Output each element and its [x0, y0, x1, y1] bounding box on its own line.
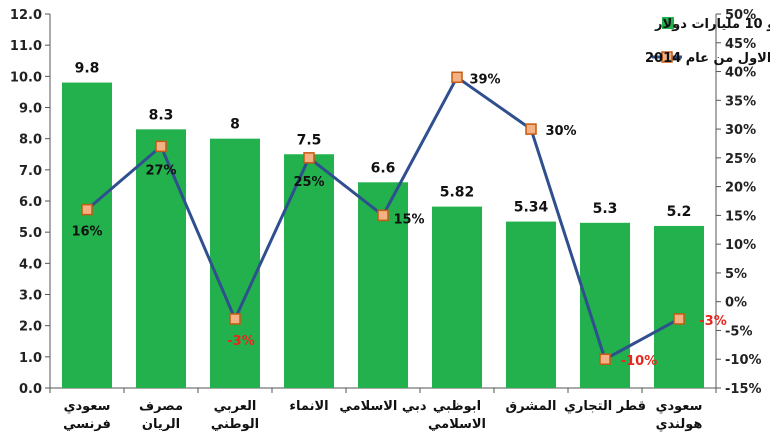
- bar-value-label: 9.8: [75, 61, 100, 77]
- bar: [506, 221, 556, 388]
- performance-value-label: 30%: [545, 124, 576, 139]
- y-right-tick-label: 40%: [725, 66, 756, 81]
- y-right-tick-label: 25%: [725, 152, 756, 167]
- bar-value-label: 5.3: [593, 201, 618, 217]
- x-category-label: ابوظبي: [433, 399, 481, 414]
- x-category-label: الانماء: [289, 399, 328, 414]
- x-category-label: الوطني: [211, 417, 259, 432]
- y-left-tick-label: 2.0: [19, 320, 42, 335]
- x-category-label: المشرق: [506, 399, 557, 414]
- y-left-tick-label: 1.0: [19, 351, 42, 366]
- bar-value-label: 8.3: [149, 107, 174, 123]
- y-left-tick-label: 8.0: [19, 133, 42, 148]
- y-left-tick-label: 7.0: [19, 164, 42, 179]
- y-left-tick-label: 6.0: [19, 195, 42, 210]
- y-right-tick-label: 10%: [725, 238, 756, 253]
- performance-value-label: 25%: [293, 175, 324, 190]
- bar-value-label: 5.2: [667, 204, 692, 220]
- y-right-tick-label: -15%: [725, 382, 762, 397]
- bar-value-label: 5.82: [440, 185, 475, 201]
- x-category-label: فرنسي: [63, 417, 111, 432]
- bar: [62, 82, 112, 389]
- bar: [136, 129, 186, 389]
- performance-value-label: 27%: [145, 163, 176, 178]
- x-category-label: سعودي: [64, 399, 111, 414]
- performance-marker: [673, 313, 685, 325]
- bar: [432, 206, 482, 388]
- bar: [210, 138, 260, 388]
- performance-marker: [81, 203, 93, 216]
- y-left-tick-label: 12.0: [10, 8, 42, 23]
- x-category-label: قطر التجاري: [564, 399, 646, 414]
- x-category-label: الريان: [142, 417, 180, 432]
- y-left-tick-label: 9.0: [19, 102, 42, 117]
- performance-marker: [303, 152, 315, 164]
- performance-marker: [377, 209, 389, 222]
- y-left-tick-label: 10.0: [10, 70, 42, 85]
- y-left-tick-label: 4.0: [19, 257, 42, 272]
- y-right-tick-label: 0%: [725, 296, 747, 311]
- performance-value-label: 16%: [71, 225, 102, 240]
- bar-value-label: 7.5: [297, 132, 322, 148]
- x-category-label: هولندي: [656, 417, 703, 432]
- y-right-tick-label: -10%: [725, 353, 762, 368]
- bar: [654, 225, 704, 388]
- y-right-tick-label: 15%: [725, 209, 756, 224]
- bar-value-label: 8: [230, 117, 240, 133]
- performance-marker: [525, 123, 537, 135]
- y-left-tick-label: 0.0: [19, 382, 42, 397]
- y-left-tick-label: 3.0: [19, 289, 42, 304]
- bar-value-label: 5.34: [514, 200, 549, 216]
- performance-marker: [155, 140, 167, 153]
- legend-bar-label: البنوك الخليجية المدرجة التي تتراوح قيمت…: [654, 17, 770, 32]
- performance-marker: [451, 71, 463, 84]
- y-right-tick-label: 45%: [725, 37, 756, 52]
- performance-value-label: -3%: [699, 314, 726, 329]
- legend-bar-swatch: [662, 17, 674, 29]
- performance-value-label: 39%: [469, 72, 500, 87]
- bar-value-label: 6.6: [371, 160, 396, 176]
- x-category-label: سعودي: [656, 399, 703, 414]
- x-category-label: العربي: [214, 399, 257, 414]
- y-right-tick-label: 50%: [725, 8, 756, 23]
- performance-value-label: -10%: [621, 354, 658, 369]
- legend-line-marker: [661, 51, 673, 63]
- performance-value-label: 15%: [393, 212, 424, 227]
- x-category-label: الاسلامي: [428, 417, 486, 432]
- y-right-tick-label: 5%: [725, 267, 747, 282]
- y-right-tick-label: 35%: [725, 94, 756, 109]
- y-left-tick-label: 11.0: [10, 39, 42, 54]
- y-right-tick-label: 20%: [725, 181, 756, 196]
- x-category-label: مصرف: [139, 399, 183, 414]
- performance-value-label: -3%: [227, 334, 254, 349]
- y-left-tick-label: 5.0: [19, 226, 42, 241]
- y-right-tick-label: 30%: [725, 123, 756, 138]
- y-right-tick-label: -5%: [725, 324, 752, 339]
- legend-line-label: اداء السهم خلال الربع الاول من عام 2014: [645, 51, 770, 66]
- performance-marker: [599, 353, 611, 365]
- performance-marker: [229, 313, 241, 325]
- x-category-label: دبي الاسلامي: [339, 399, 427, 414]
